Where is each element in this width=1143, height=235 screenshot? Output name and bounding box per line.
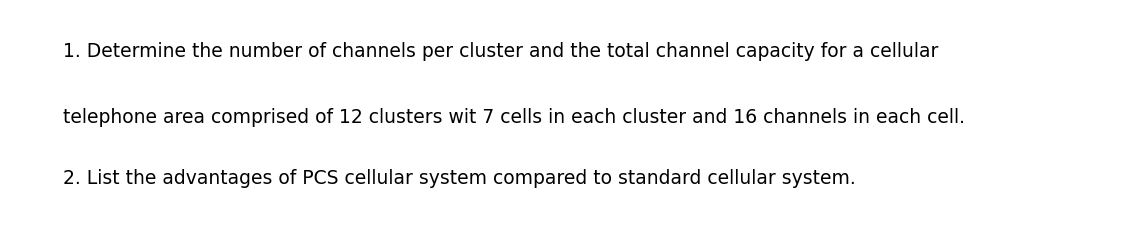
Text: telephone area comprised of 12 clusters wit 7 cells in each cluster and 16 chann: telephone area comprised of 12 clusters … <box>63 108 965 127</box>
Text: 1. Determine the number of channels per cluster and the total channel capacity f: 1. Determine the number of channels per … <box>63 42 938 61</box>
Text: 2. List the advantages of PCS cellular system compared to standard cellular syst: 2. List the advantages of PCS cellular s… <box>63 169 856 188</box>
